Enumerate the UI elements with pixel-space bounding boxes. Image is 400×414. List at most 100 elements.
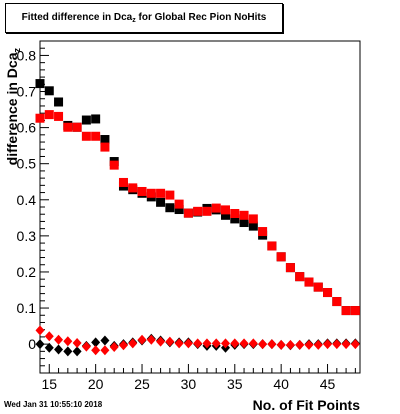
data-point-square [54, 111, 64, 121]
data-point-square [165, 203, 175, 213]
data-point-square [91, 114, 101, 124]
data-point-diamond [183, 338, 193, 349]
data-point-square [81, 115, 91, 125]
data-point-square [44, 110, 54, 120]
data-point-square [100, 142, 110, 152]
data-point-diamond [146, 334, 156, 345]
y-tick-label: 0.2 [17, 264, 37, 280]
data-point-square [174, 199, 184, 209]
chart-title-prefix: Fitted difference in Dca [21, 12, 133, 23]
y-tick-label: 0 [28, 336, 36, 352]
data-point-square [109, 160, 119, 170]
y-tick-label: 0.1 [17, 300, 37, 316]
data-point-diamond [44, 331, 54, 342]
y-tick-label: 0.3 [17, 228, 37, 244]
data-point-diamond [276, 339, 286, 350]
data-point-square [156, 188, 166, 198]
data-point-diamond [128, 338, 138, 349]
data-point-diamond [193, 338, 203, 349]
data-point-diamond [91, 337, 101, 348]
data-point-diamond [285, 339, 295, 350]
data-point-square [239, 210, 249, 220]
data-point-diamond [35, 325, 45, 336]
data-point-square [211, 203, 221, 213]
data-point-square [35, 79, 45, 89]
x-axis-label: No. of Fit Points [253, 397, 361, 413]
data-point-diamond [258, 339, 268, 350]
data-point-diamond [230, 338, 240, 349]
data-point-square [221, 210, 231, 220]
data-point-square [137, 186, 147, 196]
data-point-square [91, 131, 101, 141]
title-box: Fitted difference in Dcaz for Global Rec… [5, 3, 283, 33]
data-point-diamond [323, 339, 333, 350]
data-point-square [118, 177, 128, 187]
data-point-square [146, 188, 156, 198]
data-point-diamond [35, 339, 45, 350]
data-point-square [323, 288, 333, 298]
data-point-square [350, 306, 360, 316]
data-point-diamond [63, 336, 73, 347]
y-tick-label: 0.5 [17, 156, 37, 172]
y-tick-label: 0.8 [17, 47, 37, 63]
data-point-square [332, 297, 342, 307]
data-point-diamond [165, 336, 175, 347]
x-tick-label: 35 [227, 376, 243, 392]
data-point-diamond [211, 338, 221, 349]
data-point-square [54, 97, 64, 107]
chart-title-suffix: for Global Rec Pion NoHits [135, 12, 267, 23]
x-tick-label: 40 [273, 376, 289, 392]
data-point-square [267, 241, 277, 251]
data-point-diamond [72, 338, 82, 349]
data-point-square [156, 197, 166, 207]
data-point-square [341, 306, 351, 316]
y-axis-label: difference in Dcaz [4, 48, 22, 166]
data-point-diamond [248, 338, 258, 349]
data-point-diamond [54, 334, 64, 345]
x-tick-label: 20 [88, 376, 104, 392]
data-point-square [193, 206, 203, 216]
x-tick-label: 25 [134, 376, 150, 392]
data-point-square [72, 122, 82, 132]
data-point-diamond [341, 339, 351, 350]
data-point-square [258, 227, 268, 237]
data-point-square [248, 221, 258, 231]
data-point-square [248, 214, 258, 224]
data-point-diamond [332, 339, 342, 350]
x-tick-label: 45 [320, 376, 336, 392]
data-point-square [35, 113, 45, 123]
y-tick-label: 0.7 [17, 84, 37, 100]
data-point-square [63, 122, 73, 132]
x-tick-label: 30 [181, 376, 197, 392]
data-point-diamond [156, 336, 166, 347]
data-point-diamond [63, 346, 73, 357]
data-point-square [230, 208, 240, 218]
timestamp: Wed Jan 31 10:55:10 2018 [4, 400, 103, 409]
y-tick-label: 0.4 [17, 192, 37, 208]
data-point-square [285, 263, 295, 273]
data-point-square [276, 252, 286, 262]
y-axis-label-subscript: z [12, 48, 22, 53]
data-point-square [295, 272, 305, 282]
data-point-diamond [295, 339, 305, 350]
data-point-square [100, 135, 110, 145]
data-point-square [239, 218, 249, 228]
data-point-diamond [239, 338, 249, 349]
data-point-square [183, 208, 193, 218]
data-point-diamond [313, 339, 323, 350]
data-point-diamond [118, 340, 128, 351]
data-point-square [81, 131, 91, 141]
data-point-diamond [54, 344, 64, 355]
data-point-diamond [109, 342, 119, 353]
data-point-square [221, 205, 231, 215]
data-point-square [202, 206, 212, 216]
data-point-diamond [72, 346, 82, 357]
chart-title: Fitted difference in Dcaz for Global Rec… [6, 12, 282, 24]
data-point-square [165, 190, 175, 200]
data-point-diamond [202, 338, 212, 349]
x-tick-label: 15 [41, 376, 57, 392]
data-point-diamond [81, 341, 91, 352]
data-point-diamond [221, 338, 231, 349]
y-tick-label: 0.6 [17, 120, 37, 136]
